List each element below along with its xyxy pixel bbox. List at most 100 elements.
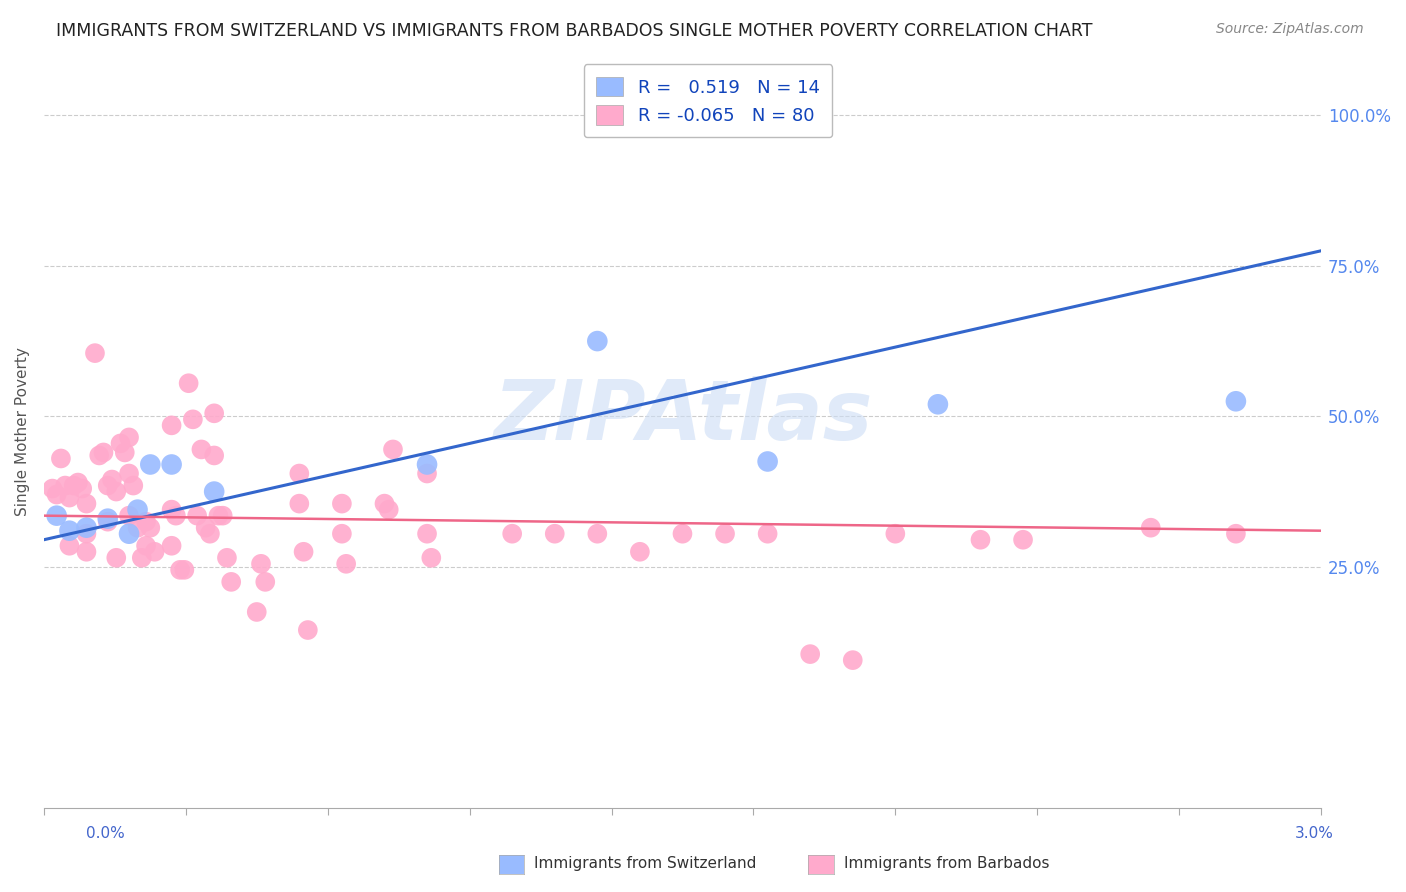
Point bbox=[58, 491, 80, 505]
Point bbox=[118, 526, 141, 541]
Point bbox=[671, 526, 693, 541]
Point bbox=[105, 484, 128, 499]
Point bbox=[198, 526, 221, 541]
Point bbox=[110, 436, 132, 450]
Point bbox=[169, 563, 191, 577]
Point bbox=[49, 451, 72, 466]
Point bbox=[41, 482, 63, 496]
Point bbox=[75, 526, 97, 541]
Point bbox=[93, 445, 115, 459]
Point bbox=[114, 445, 136, 459]
Point bbox=[211, 508, 233, 523]
Point bbox=[70, 482, 93, 496]
Point bbox=[1139, 521, 1161, 535]
Text: 3.0%: 3.0% bbox=[1295, 826, 1334, 840]
Text: Immigrants from Switzerland: Immigrants from Switzerland bbox=[534, 856, 756, 871]
Point bbox=[207, 508, 229, 523]
Point bbox=[105, 550, 128, 565]
Point bbox=[190, 442, 212, 457]
Point bbox=[135, 539, 157, 553]
Point bbox=[84, 346, 107, 360]
Point bbox=[202, 406, 225, 420]
Point bbox=[382, 442, 405, 457]
Point bbox=[842, 653, 865, 667]
Point bbox=[194, 521, 217, 535]
Point bbox=[246, 605, 269, 619]
Point bbox=[181, 412, 204, 426]
Text: 0.0%: 0.0% bbox=[86, 826, 125, 840]
Point bbox=[177, 376, 200, 391]
Point bbox=[127, 521, 149, 535]
Point bbox=[586, 334, 609, 348]
Point bbox=[254, 574, 277, 589]
Point bbox=[118, 430, 141, 444]
Point bbox=[75, 521, 97, 535]
Point bbox=[292, 545, 315, 559]
Point bbox=[714, 526, 737, 541]
Point bbox=[135, 515, 157, 529]
Point bbox=[143, 545, 166, 559]
Point bbox=[420, 550, 443, 565]
Point bbox=[101, 473, 124, 487]
Point bbox=[335, 557, 357, 571]
Point bbox=[97, 515, 120, 529]
Point bbox=[66, 475, 89, 490]
Point bbox=[97, 511, 120, 525]
Point bbox=[122, 478, 145, 492]
Point bbox=[89, 449, 111, 463]
Point bbox=[250, 557, 273, 571]
Point bbox=[1012, 533, 1035, 547]
Point bbox=[173, 563, 195, 577]
Point bbox=[186, 508, 208, 523]
Point bbox=[288, 467, 311, 481]
Text: IMMIGRANTS FROM SWITZERLAND VS IMMIGRANTS FROM BARBADOS SINGLE MOTHER POVERTY CO: IMMIGRANTS FROM SWITZERLAND VS IMMIGRANT… bbox=[56, 22, 1092, 40]
Point bbox=[160, 458, 183, 472]
Legend: R =   0.519   N = 14, R = -0.065   N = 80: R = 0.519 N = 14, R = -0.065 N = 80 bbox=[583, 64, 832, 137]
Point bbox=[160, 502, 183, 516]
Point bbox=[165, 508, 187, 523]
Point bbox=[756, 454, 779, 468]
Point bbox=[127, 502, 149, 516]
Point bbox=[58, 539, 80, 553]
Point bbox=[219, 574, 242, 589]
Point bbox=[118, 508, 141, 523]
Point bbox=[45, 508, 67, 523]
Point bbox=[75, 497, 97, 511]
Point bbox=[544, 526, 567, 541]
Text: ZIPAtlas: ZIPAtlas bbox=[492, 376, 872, 457]
Point bbox=[139, 521, 162, 535]
Point bbox=[62, 478, 84, 492]
Point bbox=[330, 497, 353, 511]
Point bbox=[97, 478, 120, 492]
Point bbox=[756, 526, 779, 541]
Point bbox=[160, 539, 183, 553]
Point bbox=[969, 533, 991, 547]
Point bbox=[799, 647, 821, 661]
Point bbox=[1225, 526, 1247, 541]
Point bbox=[139, 458, 162, 472]
Point bbox=[1225, 394, 1247, 409]
Point bbox=[202, 484, 225, 499]
Y-axis label: Single Mother Poverty: Single Mother Poverty bbox=[15, 347, 30, 516]
Point bbox=[131, 550, 153, 565]
Point bbox=[501, 526, 523, 541]
Point bbox=[288, 497, 311, 511]
Point bbox=[628, 545, 651, 559]
Point bbox=[45, 487, 67, 501]
Point bbox=[202, 449, 225, 463]
Point bbox=[160, 418, 183, 433]
Point bbox=[377, 502, 399, 516]
Point bbox=[416, 467, 439, 481]
Point bbox=[297, 623, 319, 637]
Point bbox=[884, 526, 907, 541]
Point bbox=[58, 524, 80, 538]
Point bbox=[586, 526, 609, 541]
Point bbox=[75, 545, 97, 559]
Point bbox=[53, 478, 76, 492]
Text: Immigrants from Barbados: Immigrants from Barbados bbox=[844, 856, 1049, 871]
Point bbox=[927, 397, 949, 411]
Point bbox=[215, 550, 238, 565]
Point bbox=[118, 467, 141, 481]
Point bbox=[373, 497, 395, 511]
Text: Source: ZipAtlas.com: Source: ZipAtlas.com bbox=[1216, 22, 1364, 37]
